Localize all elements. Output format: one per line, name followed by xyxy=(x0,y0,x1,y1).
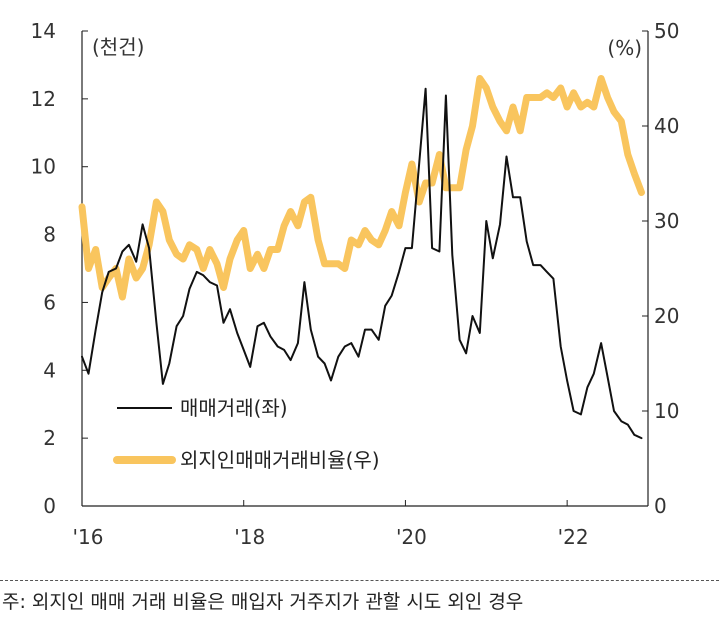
left-axis-tick-label: 2 xyxy=(43,426,56,450)
footnote: 주: 외지인 매매 거래 비율은 매입자 거주지가 관할 시도 외인 경우 xyxy=(2,591,524,613)
right-axis-tick-label: 20 xyxy=(654,304,679,328)
left-axis-tick-label: 4 xyxy=(43,358,56,382)
right-axis-unit: (%) xyxy=(607,36,642,60)
left-axis-tick-label: 14 xyxy=(31,19,56,43)
right-axis-tick-label: 0 xyxy=(654,494,667,518)
legend-label-transactions: 매매거래(좌) xyxy=(180,396,288,420)
left-axis-tick-label: 6 xyxy=(43,290,56,314)
x-axis-tick-label: '16 xyxy=(73,525,104,549)
x-axis-tick-label: '20 xyxy=(396,525,427,549)
left-axis-tick-label: 0 xyxy=(43,494,56,518)
legend: 매매거래(좌) 외지인매매거래비율(우) xyxy=(113,396,380,472)
x-axis-tick-label: '18 xyxy=(234,525,265,549)
legend-label-outsider-ratio: 외지인매매거래비율(우) xyxy=(180,448,380,472)
left-axis-tick-label: 12 xyxy=(31,87,56,111)
series-line-transactions xyxy=(81,87,643,440)
axes: 0 2 4 6 8 10 12 14 0 10 20 30 40 50 '16 '18 '20 '22 xyxy=(31,19,680,549)
right-axis-tick-label: 10 xyxy=(654,399,679,423)
right-axis-tick-label: 30 xyxy=(654,209,679,233)
right-axis-tick-label: 50 xyxy=(654,19,679,43)
footnote-divider xyxy=(0,580,719,581)
left-axis-unit: (천건) xyxy=(92,35,144,59)
series-line-outsider-ratio xyxy=(78,75,645,301)
left-axis-tick-label: 8 xyxy=(43,223,56,247)
right-axis-tick-label: 40 xyxy=(654,114,679,138)
x-axis-tick-label: '22 xyxy=(558,525,589,549)
series-layer xyxy=(78,75,645,440)
left-axis-tick-label: 10 xyxy=(31,155,56,179)
